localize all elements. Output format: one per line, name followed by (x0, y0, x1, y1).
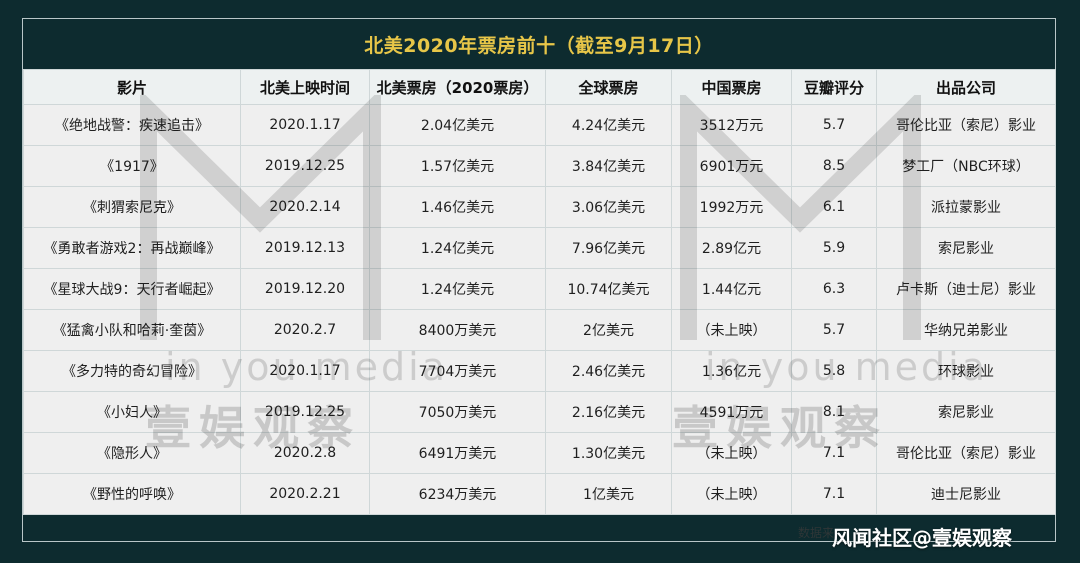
china-box-cell: 3512万元 (671, 104, 792, 146)
film-cell: 《野性的呼唤》 (23, 473, 241, 515)
film-cell: 《星球大战9：天行者崛起》 (23, 268, 241, 310)
douban-score-cell: 8.5 (791, 145, 877, 187)
film-cell: 《小妇人》 (23, 391, 241, 433)
film-cell: 《刺猬索尼克》 (23, 186, 241, 228)
global-box-cell: 2.16亿美元 (545, 391, 672, 433)
na-box-cell: 1.46亿美元 (369, 186, 546, 228)
film-cell: 《隐形人》 (23, 432, 241, 474)
release-na-cell: 2020.1.17 (240, 350, 370, 392)
china-box-cell: （未上映） (671, 432, 792, 474)
global-box-cell: 7.96亿美元 (545, 227, 672, 269)
company-cell: 哥伦比亚（索尼）影业 (876, 432, 1056, 474)
company-cell: 派拉蒙影业 (876, 186, 1056, 228)
douban-score-cell: 7.1 (791, 432, 877, 474)
douban-score-cell: 8.1 (791, 391, 877, 433)
global-box-cell: 2亿美元 (545, 309, 672, 351)
douban-score-cell: 5.7 (791, 309, 877, 351)
table-row: 《多力特的奇幻冒险》 2020.1.17 7704万美元 2.46亿美元 1.36亿元 5… (23, 350, 1056, 392)
header-douban: 豆瓣评分 (791, 69, 877, 105)
na-box-cell: 7050万美元 (369, 391, 546, 433)
header-company: 出品公司 (876, 69, 1056, 105)
company-cell: 华纳兄弟影业 (876, 309, 1056, 351)
table-row: 《1917》 2019.12.25 1.57亿美元 3.84亿美元 6901万元 8.5 梦… (23, 145, 1056, 187)
na-box-cell: 6234万美元 (369, 473, 546, 515)
table-row: 《刺猬索尼克》 2020.2.14 1.46亿美元 3.06亿美元 1992万元 6.1 派… (23, 186, 1056, 228)
header-film: 影片 (23, 69, 241, 105)
douban-score-cell: 6.3 (791, 268, 877, 310)
china-box-cell: 2.89亿元 (671, 227, 792, 269)
table-frame (22, 18, 1056, 542)
global-box-cell: 1亿美元 (545, 473, 672, 515)
release-na-cell: 2019.12.20 (240, 268, 370, 310)
release-na-cell: 2020.2.7 (240, 309, 370, 351)
douban-score-cell: 5.7 (791, 104, 877, 146)
table-row: 《野性的呼唤》 2020.2.21 6234万美元 1亿美元 （未上映） 7.1 迪士尼影业 (23, 473, 1056, 515)
company-cell: 梦工厂（NBC环球） (876, 145, 1056, 187)
header-china-box: 中国票房 (671, 69, 792, 105)
box-office-table: 影片 北美上映时间 北美票房（2020票房） 全球票房 中国票房 豆瓣评分 出品… (23, 69, 1056, 515)
table-row: 《小妇人》 2019.12.25 7050万美元 2.16亿美元 4591万元 8.1 索尼… (23, 391, 1056, 433)
header-na-box: 北美票房（2020票房） (369, 69, 546, 105)
release-na-cell: 2020.1.17 (240, 104, 370, 146)
company-cell: 环球影业 (876, 350, 1056, 392)
global-box-cell: 3.06亿美元 (545, 186, 672, 228)
table-row: 《勇敢者游戏2：再战巅峰》 2019.12.13 1.24亿美元 7.96亿美元 2.8… (23, 227, 1056, 269)
company-cell: 索尼影业 (876, 391, 1056, 433)
na-box-cell: 7704万美元 (369, 350, 546, 392)
page-title: 北美2020年票房前十（截至9月17日） (364, 34, 714, 57)
global-box-cell: 2.46亿美元 (545, 350, 672, 392)
release-na-cell: 2020.2.14 (240, 186, 370, 228)
china-box-cell: 1992万元 (671, 186, 792, 228)
release-na-cell: 2020.2.8 (240, 432, 370, 474)
table-row: 《隐形人》 2020.2.8 6491万美元 1.30亿美元 （未上映） 7.1 哥伦比亚（… (23, 432, 1056, 474)
china-box-cell: 1.44亿元 (671, 268, 792, 310)
na-box-cell: 2.04亿美元 (369, 104, 546, 146)
douban-score-cell: 5.9 (791, 227, 877, 269)
footer-source: 数据来 (798, 526, 835, 540)
film-cell: 《猛禽小队和哈莉·奎茵》 (23, 309, 241, 351)
release-na-cell: 2019.12.25 (240, 145, 370, 187)
table-row: 《星球大战9：天行者崛起》 2019.12.20 1.24亿美元 10.74亿美元 1.… (23, 268, 1056, 310)
film-cell: 《绝地战警：疾速追击》 (23, 104, 241, 146)
douban-score-cell: 7.1 (791, 473, 877, 515)
china-box-cell: 4591万元 (671, 391, 792, 433)
global-box-cell: 10.74亿美元 (545, 268, 672, 310)
na-box-cell: 8400万美元 (369, 309, 546, 351)
china-box-cell: （未上映） (671, 309, 792, 351)
global-box-cell: 3.84亿美元 (545, 145, 672, 187)
table-row: 《绝地战警：疾速追击》 2020.1.17 2.04亿美元 4.24亿美元 3512万元… (23, 104, 1056, 146)
header-release-na: 北美上映时间 (240, 69, 370, 105)
company-cell: 迪士尼影业 (876, 473, 1056, 515)
footer-brand: 风闻社区@壹娱观察 (832, 526, 1012, 550)
table-header-row: 影片 北美上映时间 北美票房（2020票房） 全球票房 中国票房 豆瓣评分 出品… (23, 69, 1056, 105)
company-cell: 索尼影业 (876, 227, 1056, 269)
release-na-cell: 2019.12.25 (240, 391, 370, 433)
table-row: 《猛禽小队和哈莉·奎茵》 2020.2.7 8400万美元 2亿美元 （未上映） 5.7 华… (23, 309, 1056, 351)
china-box-cell: 1.36亿元 (671, 350, 792, 392)
company-cell: 哥伦比亚（索尼）影业 (876, 104, 1056, 146)
na-box-cell: 1.24亿美元 (369, 227, 546, 269)
douban-score-cell: 6.1 (791, 186, 877, 228)
film-cell: 《1917》 (23, 145, 241, 187)
global-box-cell: 4.24亿美元 (545, 104, 672, 146)
na-box-cell: 1.24亿美元 (369, 268, 546, 310)
release-na-cell: 2019.12.13 (240, 227, 370, 269)
china-box-cell: （未上映） (671, 473, 792, 515)
na-box-cell: 1.57亿美元 (369, 145, 546, 187)
film-cell: 《勇敢者游戏2：再战巅峰》 (23, 227, 241, 269)
film-cell: 《多力特的奇幻冒险》 (23, 350, 241, 392)
global-box-cell: 1.30亿美元 (545, 432, 672, 474)
table-body: 《绝地战警：疾速追击》 2020.1.17 2.04亿美元 4.24亿美元 3512万元… (23, 104, 1056, 515)
release-na-cell: 2020.2.21 (240, 473, 370, 515)
china-box-cell: 6901万元 (671, 145, 792, 187)
company-cell: 卢卡斯（迪士尼）影业 (876, 268, 1056, 310)
na-box-cell: 6491万美元 (369, 432, 546, 474)
header-global-box: 全球票房 (545, 69, 672, 105)
douban-score-cell: 5.8 (791, 350, 877, 392)
